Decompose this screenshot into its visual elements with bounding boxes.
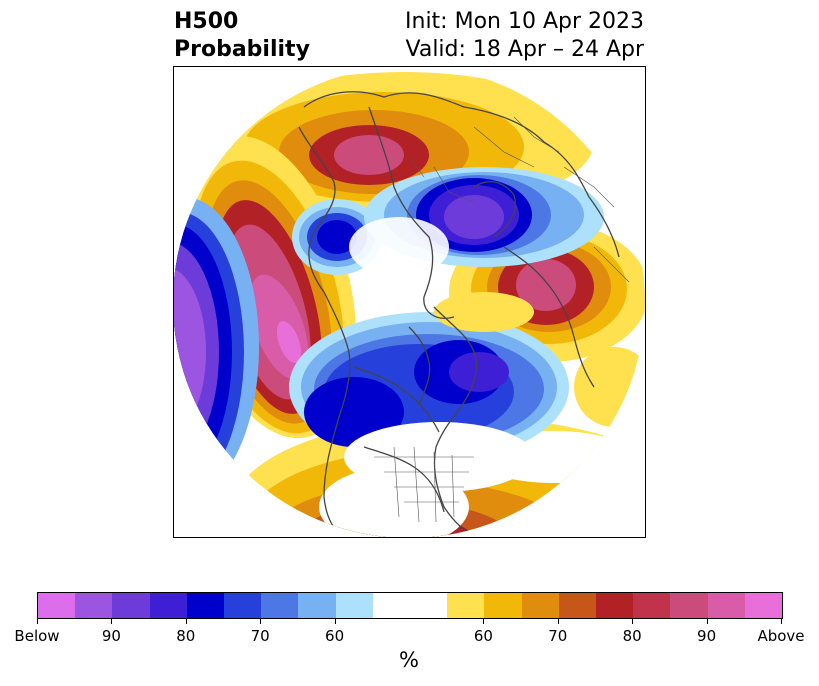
- colorbar-tick: [111, 618, 113, 624]
- colorbar-tick-label: 90: [101, 627, 121, 645]
- colorbar-tick: [483, 618, 485, 624]
- colorbar-cell: [149, 593, 187, 618]
- colorbar-unit: %: [399, 648, 419, 672]
- colorbar-tick: [557, 618, 559, 624]
- below-normal-arctic-east: [364, 167, 604, 267]
- colorbar-cell: [186, 593, 225, 618]
- colorbar-tick: [185, 618, 187, 624]
- colorbar-cell: [75, 593, 113, 618]
- colorbar-tick-label: 80: [176, 627, 196, 645]
- colorbar-cell: [38, 593, 76, 618]
- colorbar-tick-label: 70: [250, 627, 270, 645]
- colorbar-tick: [781, 618, 782, 624]
- title-variable: H500: [174, 9, 239, 34]
- colorbar-cell: [335, 593, 373, 618]
- probability-map: [174, 67, 645, 537]
- colorbar-cell: [224, 593, 262, 618]
- colorbar-tick-label: 70: [548, 627, 568, 645]
- political-borders: [374, 116, 630, 523]
- probability-shading: [174, 67, 645, 537]
- colorbar-cell: [670, 593, 708, 618]
- colorbar-tick-label: 90: [697, 627, 717, 645]
- colorbar-tick: [706, 618, 708, 624]
- colorbar-tick-label: 80: [622, 627, 642, 645]
- map-panel: [173, 66, 646, 538]
- colorbar-cell: [447, 593, 485, 618]
- title-product: Probability: [174, 37, 310, 62]
- colorbar-tick-label: Below: [14, 627, 60, 645]
- below-normal-atlantic: [289, 312, 569, 462]
- colorbar-cell: [410, 593, 448, 618]
- colorbar-cell: [707, 593, 745, 618]
- colorbar-cell: [112, 593, 150, 618]
- coastlines: [298, 91, 620, 537]
- colorbar-cell: [633, 593, 671, 618]
- colorbar-tick-label: 60: [325, 627, 345, 645]
- map-title-right: Init: Mon 10 Apr 2023 Valid: 18 Apr – 24…: [405, 8, 644, 64]
- colorbar-tick: [260, 618, 262, 624]
- colorbar-tick-label: 60: [473, 627, 493, 645]
- colorbar-cell: [596, 593, 634, 618]
- colorbar-tick: [334, 618, 336, 624]
- colorbar-cell: [484, 593, 522, 618]
- colorbar-cell: [261, 593, 299, 618]
- map-title-left: H500 Probability: [174, 8, 310, 64]
- colorbar: [37, 592, 783, 619]
- init-date: Init: Mon 10 Apr 2023: [405, 9, 644, 34]
- colorbar-cell: [521, 593, 559, 618]
- colorbar-tick: [632, 618, 634, 624]
- colorbar-tick: [37, 618, 38, 624]
- colorbar-cell: [744, 593, 783, 618]
- colorbar-cell: [558, 593, 597, 618]
- colorbar-cell: [298, 593, 336, 618]
- colorbar-cell: [372, 593, 411, 618]
- valid-range: Valid: 18 Apr – 24 Apr: [405, 37, 645, 62]
- colorbar-tick-label: Above: [757, 627, 805, 645]
